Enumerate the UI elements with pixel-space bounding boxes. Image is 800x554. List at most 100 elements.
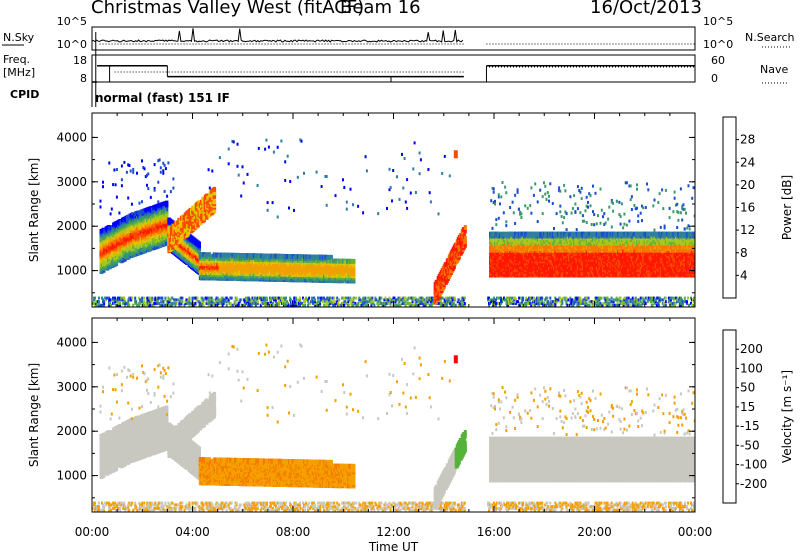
power-cell <box>519 303 522 307</box>
power-cell <box>142 210 145 214</box>
power-cell <box>458 247 462 253</box>
power-cell <box>299 300 301 304</box>
power-cell <box>380 296 383 300</box>
power-cell <box>342 301 345 305</box>
power-cell <box>280 298 283 302</box>
power-cell <box>265 296 268 300</box>
power-cell <box>690 296 692 300</box>
power-cell <box>628 303 631 307</box>
power-cell <box>639 296 642 300</box>
power-cell <box>669 303 672 307</box>
power-cell <box>157 180 160 184</box>
power-cell <box>343 300 346 304</box>
power-cell <box>411 298 414 302</box>
power-cell <box>119 303 122 307</box>
power-cell <box>418 296 421 300</box>
power-cell <box>253 300 256 304</box>
power-cell <box>538 303 541 307</box>
power-cell <box>411 300 414 304</box>
power-cell <box>459 300 462 304</box>
power-cell <box>461 296 464 300</box>
power-cell <box>348 298 351 302</box>
power-cell <box>452 301 455 305</box>
power-cell <box>132 303 135 307</box>
power-cell <box>579 296 582 300</box>
power-cell <box>512 301 515 305</box>
power-cell <box>362 296 365 300</box>
power-cell <box>592 303 595 307</box>
power-cell <box>294 300 296 304</box>
power-cell <box>290 298 292 302</box>
power-cell <box>509 296 512 300</box>
power-cell <box>616 298 619 302</box>
power-cell <box>177 298 180 302</box>
power-cell <box>113 168 116 172</box>
power-cell <box>118 298 121 302</box>
power-cell <box>515 301 518 305</box>
power-cell <box>359 300 362 304</box>
power-cell <box>383 298 386 302</box>
power-cell <box>578 303 581 307</box>
power-cell <box>631 296 634 300</box>
power-cell <box>604 300 607 304</box>
power-cell <box>439 303 442 307</box>
power-cell <box>565 296 568 300</box>
power-cell <box>322 298 325 302</box>
power-cell <box>612 298 615 302</box>
power-cell <box>507 296 510 300</box>
power-cell <box>115 195 118 199</box>
power-cell <box>363 298 366 302</box>
power-cell <box>307 303 310 307</box>
power-cell <box>159 303 162 307</box>
power-cell <box>388 296 391 300</box>
power-cell <box>633 301 636 305</box>
power-cell <box>428 303 431 307</box>
power-cell <box>164 240 169 246</box>
power-cell <box>145 301 148 305</box>
power-cell <box>162 171 165 175</box>
power-cell <box>305 296 308 300</box>
power-cell <box>180 301 183 305</box>
power-cell <box>264 303 267 307</box>
power-cell <box>507 303 510 307</box>
power-cell <box>127 300 130 304</box>
power-cell <box>264 301 267 305</box>
power-cell <box>166 208 169 212</box>
power-cell <box>221 303 224 307</box>
power-cell <box>664 300 667 304</box>
power-cell <box>463 235 467 241</box>
power-cell <box>277 303 280 307</box>
power-cell <box>667 296 670 300</box>
power-cell <box>212 303 215 307</box>
power-cell <box>349 187 352 191</box>
power-cell <box>445 301 448 305</box>
power-cell <box>210 296 213 300</box>
power-cell <box>202 298 205 302</box>
power-cell <box>244 296 247 300</box>
power-cell <box>144 175 147 179</box>
power-cell <box>294 303 296 307</box>
power-cell <box>691 303 693 307</box>
power-cell <box>527 301 530 305</box>
power-cell <box>588 303 591 307</box>
power-cell <box>315 170 318 174</box>
power-cell <box>546 296 549 300</box>
power-cell <box>138 296 141 300</box>
power-cell <box>239 298 242 302</box>
power-cell <box>562 296 565 300</box>
power-cell <box>99 205 102 209</box>
power-cell <box>194 303 197 307</box>
power-cell <box>319 300 322 304</box>
power-cell <box>208 197 213 203</box>
power-cell <box>267 145 270 149</box>
power-cell <box>664 303 667 307</box>
power-cell <box>524 301 527 305</box>
power-cell <box>453 298 456 302</box>
power-cell <box>492 190 495 194</box>
power-cell <box>370 303 373 307</box>
power-cell <box>131 296 134 300</box>
power-cell <box>218 298 221 302</box>
power-cell <box>584 298 587 302</box>
power-cell <box>119 301 122 305</box>
power-cell <box>227 298 230 302</box>
